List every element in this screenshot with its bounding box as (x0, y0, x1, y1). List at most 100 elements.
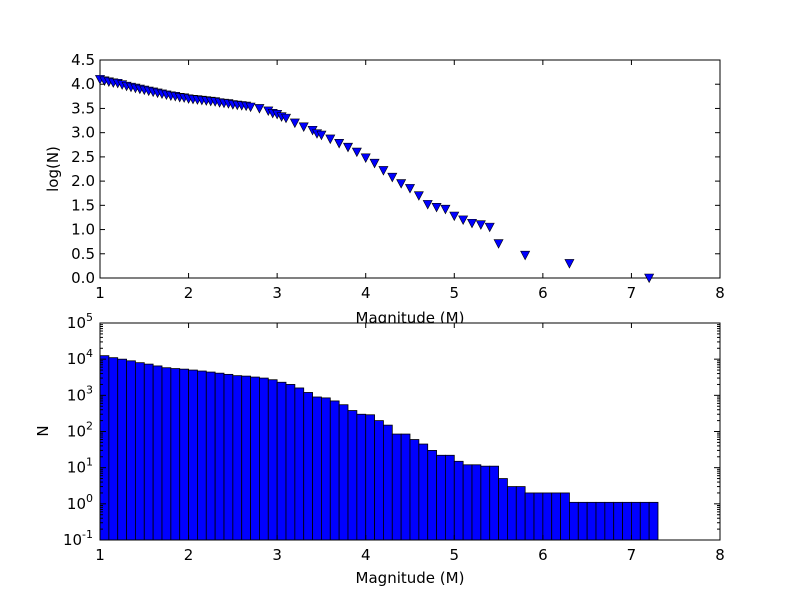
histogram-bar (639, 501, 650, 541)
scatter-point (564, 259, 575, 269)
histogram-bar (241, 375, 251, 541)
histogram-y-axis-label: N (34, 425, 52, 436)
y-tick-exponent: 3 (86, 383, 93, 396)
histogram-bar (347, 410, 358, 541)
histogram-bar (312, 396, 322, 541)
histogram-bar (285, 384, 296, 541)
scatter-point (334, 139, 345, 149)
scatter-point (360, 153, 371, 163)
y-tick-exponent: 0 (86, 492, 93, 505)
histogram-bar (445, 454, 455, 541)
y-tick-label: 2.5 (71, 148, 95, 166)
histogram-bar (391, 433, 402, 541)
y-tick-exponent: 1 (86, 456, 93, 469)
histogram-bar (214, 372, 225, 541)
histogram-bar (631, 501, 641, 541)
histogram-bar (267, 379, 278, 541)
histogram-bar (418, 443, 429, 541)
scatter-point (378, 166, 389, 176)
histogram-bar (489, 465, 499, 541)
y-tick-base: 10 (67, 314, 86, 332)
histogram-bar (108, 357, 119, 541)
x-tick-label: 2 (184, 284, 194, 302)
x-tick-label: 3 (272, 284, 282, 302)
scatter-point (289, 118, 300, 129)
scatter-point (458, 215, 469, 226)
x-tick-label: 8 (715, 284, 725, 302)
histogram-bar (143, 363, 154, 541)
y-tick-label: 105 (67, 311, 93, 332)
scatter-point (343, 142, 353, 153)
scatter-y-axis-label: log(N) (44, 146, 62, 192)
histogram-bar (338, 404, 349, 541)
histogram-bar (356, 413, 367, 541)
scatter-point (440, 204, 451, 215)
histogram-bar (374, 420, 384, 541)
histogram-bar (560, 492, 570, 541)
scatter-point (449, 211, 460, 222)
histogram-bar (551, 492, 561, 541)
histogram-bar (365, 414, 375, 541)
histogram-x-axis-label: Magnitude (M) (356, 569, 465, 587)
scatter-point (484, 222, 495, 233)
y-tick-base: 10 (67, 495, 86, 513)
histogram-bar (250, 376, 260, 541)
histogram-bar (232, 375, 243, 541)
scatter-axes: 1 2 3 4 5 6 7 8 0.0 0.5 1.0 1.5 2.0 2.5 3.0 3.5 4.0 4.5 (71, 51, 725, 302)
histogram-bar (595, 501, 606, 541)
histogram-bar (223, 373, 234, 541)
histogram-bar (126, 360, 136, 541)
scatter-point (467, 218, 477, 229)
histogram-bar (462, 464, 473, 541)
scatter-point (387, 172, 398, 183)
y-tick-base: 10 (67, 459, 86, 477)
histogram-bar (117, 358, 127, 541)
y-tick-label: 104 (67, 347, 93, 368)
scatter-point (405, 184, 415, 194)
histogram-bar (498, 478, 508, 541)
x-tick-label: 4 (361, 546, 371, 564)
x-tick-label: 2 (184, 546, 194, 564)
y-tick-label: 10-1 (63, 528, 93, 549)
scatter-plot-area (99, 59, 721, 279)
y-tick-label: 3.5 (71, 99, 95, 117)
y-tick-label: 0.5 (71, 245, 95, 263)
scatter-point (369, 158, 380, 169)
scatter-point (493, 239, 504, 249)
histogram-bar (294, 387, 305, 541)
x-tick-label: 4 (361, 284, 371, 302)
histogram-bar (622, 501, 632, 541)
scatter-point (520, 250, 531, 261)
y-tick-label: 102 (67, 420, 93, 441)
histogram-bar (276, 381, 287, 541)
histogram-bar (400, 433, 411, 541)
histogram-bar (170, 368, 181, 541)
y-tick-label: 4.0 (71, 75, 95, 93)
y-tick-exponent: -1 (82, 528, 93, 541)
histogram-bar (259, 377, 269, 541)
y-tick-base: 10 (63, 531, 82, 549)
x-tick-label: 1 (95, 546, 105, 564)
histogram-bar (197, 370, 207, 541)
scatter-point (431, 202, 442, 213)
histogram-bar (303, 392, 313, 541)
histogram-bar (436, 454, 446, 541)
scatter-point (281, 113, 291, 124)
y-tick-exponent: 2 (86, 420, 93, 433)
histogram-bar (329, 400, 340, 541)
y-tick-label: 3.0 (71, 124, 95, 142)
scatter-point (475, 220, 486, 230)
histogram-bar (542, 492, 553, 541)
scatter-point (644, 273, 655, 284)
histogram-bar (613, 501, 623, 541)
scatter-point (298, 122, 309, 132)
histogram-bar (471, 464, 482, 541)
y-tick-label: 1.5 (71, 196, 95, 214)
y-tick-label: 0.0 (71, 269, 95, 287)
histogram-bar (533, 492, 544, 541)
scatter-point (396, 179, 407, 189)
histogram-bar (507, 486, 517, 541)
scatter-plot: 1 2 3 4 5 6 7 8 0.0 0.5 1.0 1.5 2.0 2.5 3.0 3.5 4.0 4.5 l… (44, 51, 725, 327)
